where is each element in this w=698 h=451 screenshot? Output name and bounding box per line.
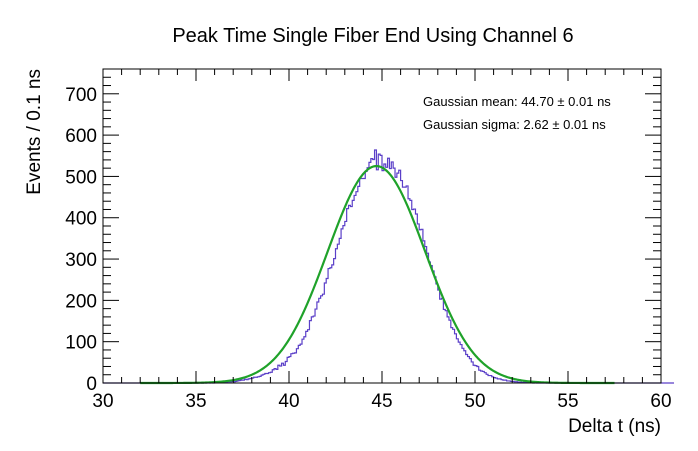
y-tick-label: 700 — [65, 85, 97, 106]
y-axis-ticks — [103, 68, 661, 384]
x-axis-tick-labels: 30 35 40 45 50 55 60 — [92, 391, 671, 412]
x-tick-label: 55 — [557, 391, 578, 412]
y-axis-tick-labels: 0 100 200 300 400 500 600 700 — [65, 85, 97, 395]
x-axis-ticks — [102, 69, 662, 383]
x-tick-label: 45 — [371, 391, 392, 412]
y-tick-label: 0 — [86, 374, 97, 395]
y-tick-label: 100 — [65, 333, 97, 354]
fit-curve-series — [140, 164, 615, 385]
y-tick-label: 600 — [65, 126, 97, 147]
gaussian-sigma-annotation: Gaussian sigma: 2.62 ± 0.01 ns — [423, 117, 606, 132]
chart-title: Peak Time Single Fiber End Using Channel… — [172, 25, 573, 47]
y-axis-label: Events / 0.1 ns — [24, 69, 45, 195]
y-tick-label: 200 — [65, 291, 97, 312]
x-tick-label: 50 — [464, 391, 485, 412]
y-tick-label: 300 — [65, 250, 97, 271]
x-tick-label: 30 — [92, 391, 113, 412]
x-axis-label: Delta t (ns) — [568, 416, 661, 437]
gaussian-mean-annotation: Gaussian mean: 44.70 ± 0.01 ns — [423, 94, 611, 109]
x-tick-label: 60 — [650, 391, 671, 412]
x-tick-label: 40 — [278, 391, 299, 412]
y-tick-label: 500 — [65, 167, 97, 188]
gaussian-fit-line — [140, 164, 615, 385]
x-tick-label: 35 — [185, 391, 206, 412]
y-tick-label: 400 — [65, 209, 97, 230]
